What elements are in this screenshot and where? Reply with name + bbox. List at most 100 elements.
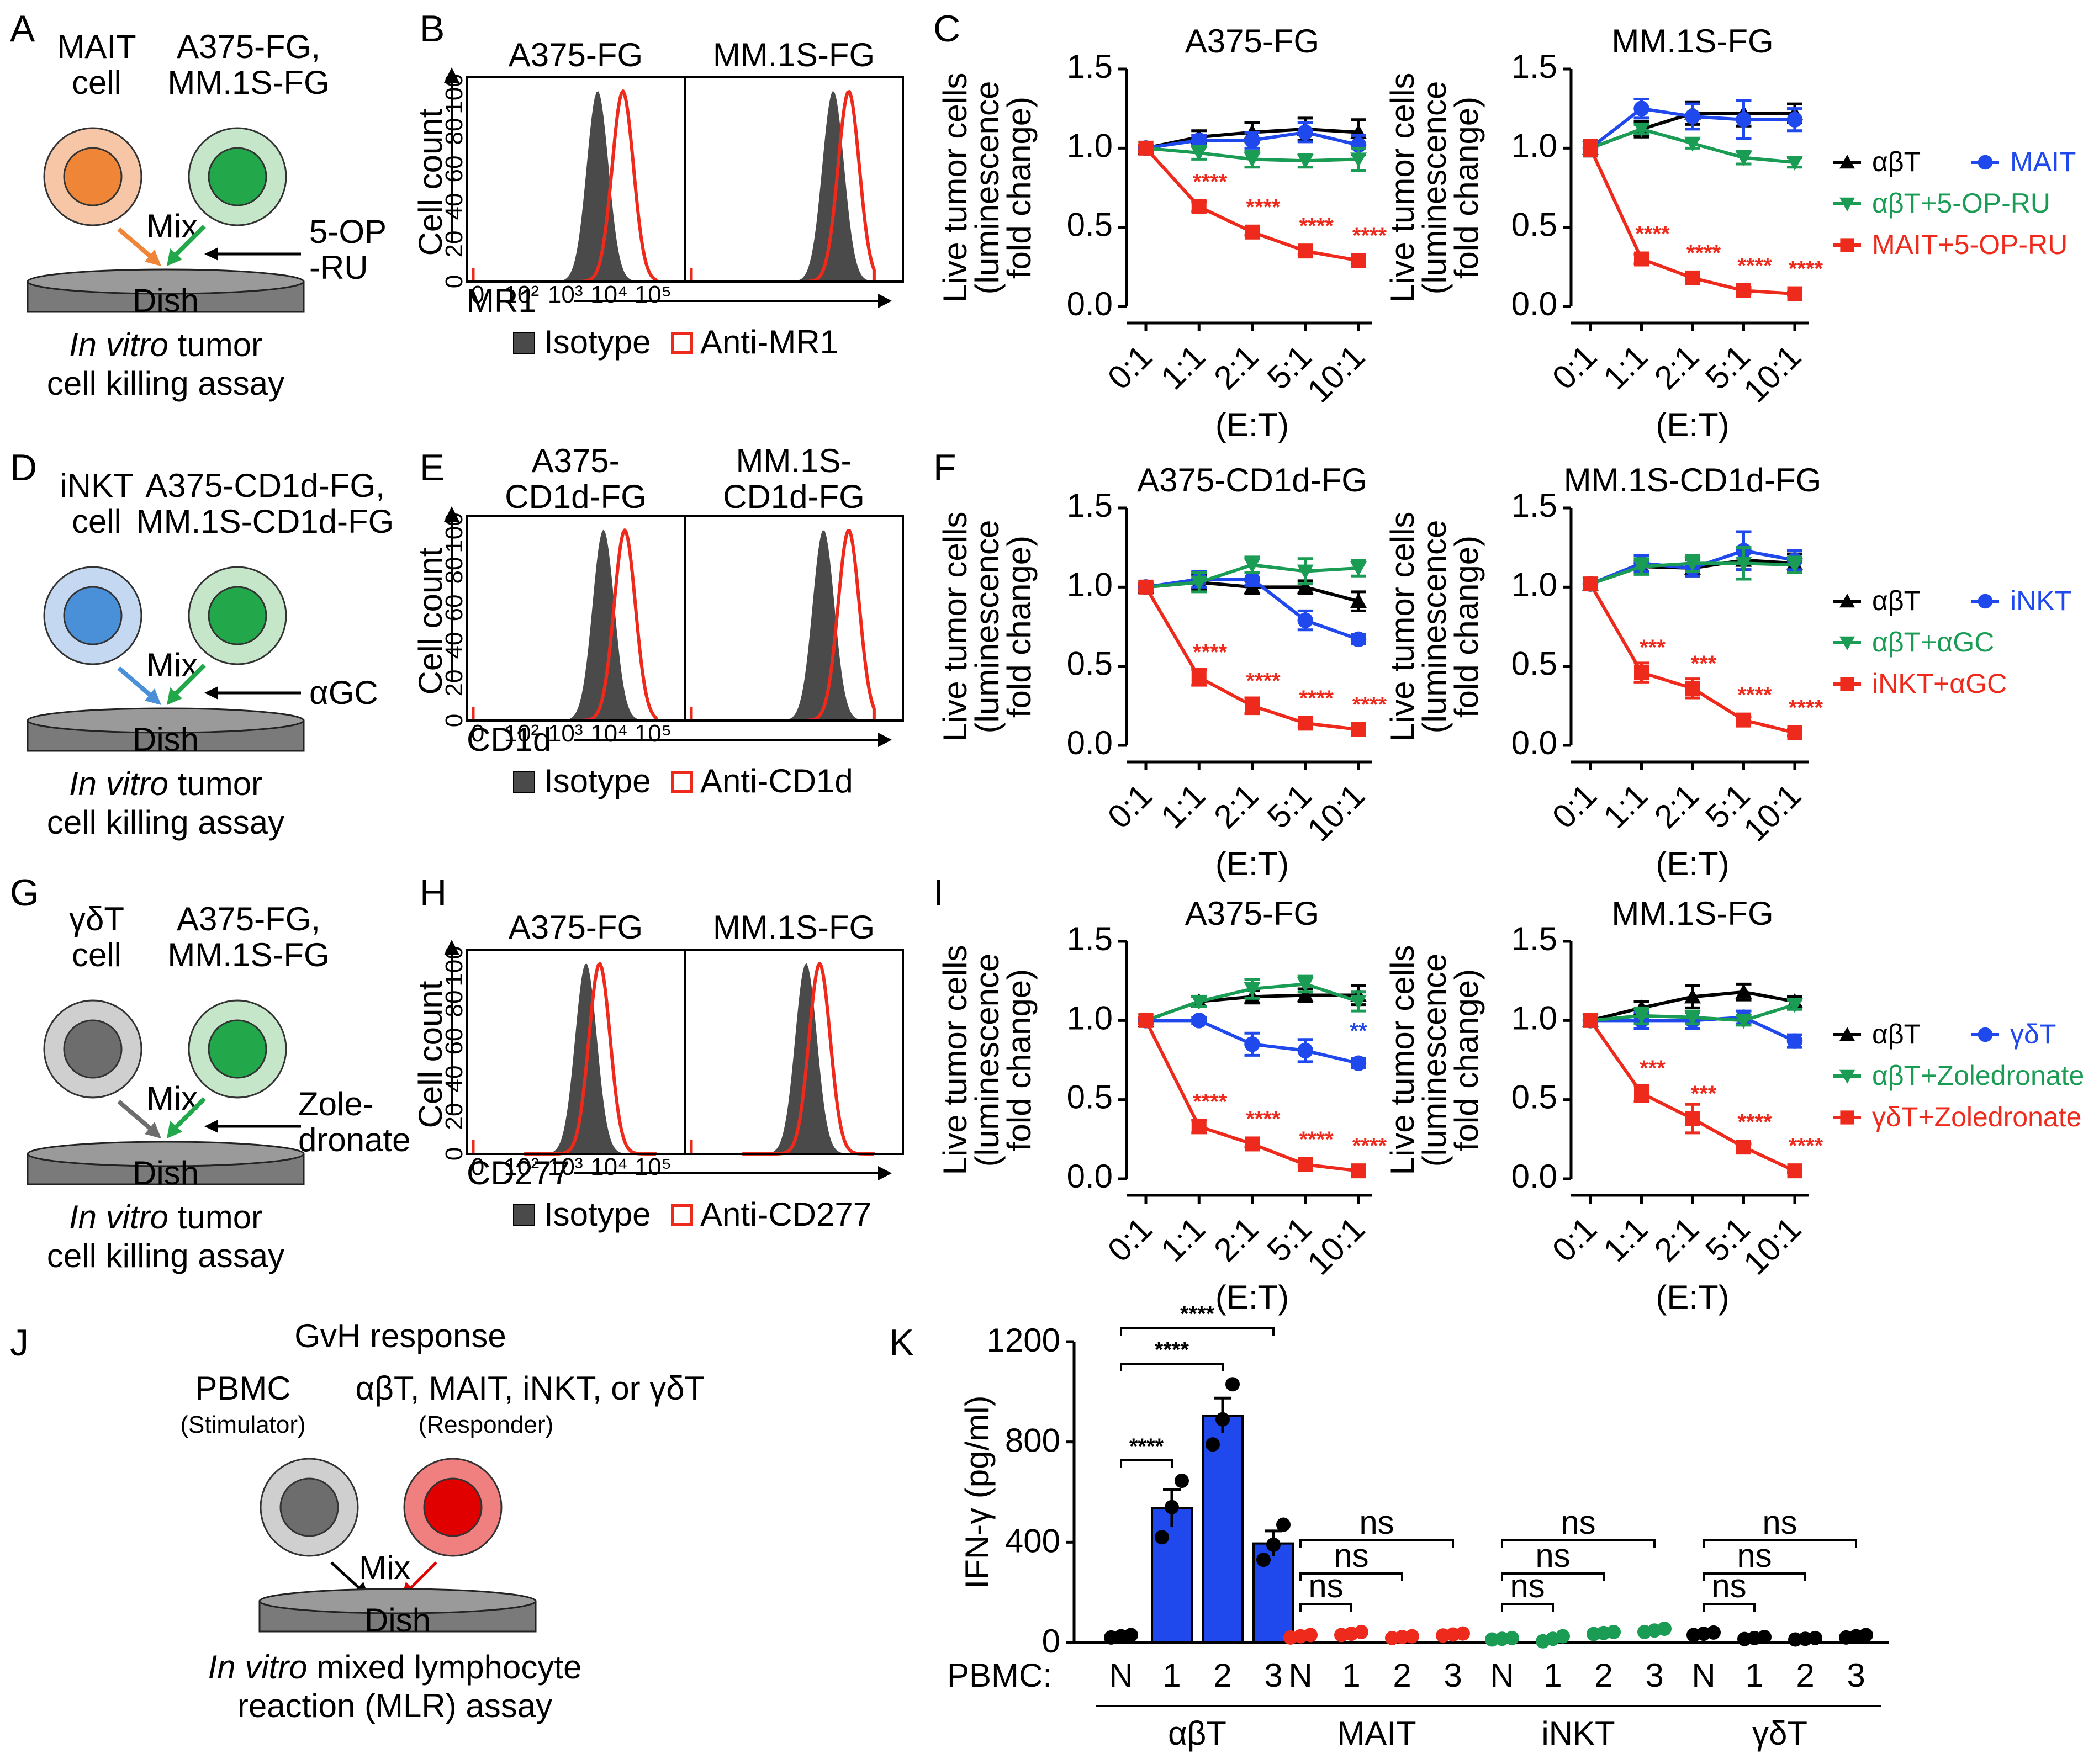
- legend-marker: [1839, 594, 1855, 608]
- data-point: [1244, 571, 1260, 587]
- data-point: [1191, 146, 1208, 161]
- histogram-ytick: 80: [441, 118, 468, 145]
- isotype-histogram: [524, 963, 657, 1154]
- chart-ylabel: Live tumor cells: [937, 512, 974, 742]
- y-tick-label: 0.5: [1511, 645, 1557, 682]
- target-cell-nucleus: [208, 147, 267, 206]
- histogram-title: CD1d-FG: [505, 478, 647, 515]
- data-point: [1405, 1629, 1419, 1644]
- data-point: [1191, 575, 1208, 591]
- data-point: [1350, 593, 1367, 608]
- data-point: [1297, 612, 1313, 628]
- comparison-label: ****: [1155, 1338, 1189, 1362]
- x-axis-title: (E:T): [1215, 406, 1289, 443]
- assay-line1: tumor: [168, 765, 262, 802]
- assay-prefix: In vitro: [69, 326, 168, 363]
- histogram-right: [684, 949, 904, 1156]
- y-tick-label: 400: [1005, 1522, 1060, 1559]
- anti-legend-swatch: [671, 1204, 693, 1226]
- x-tick-label: 1: [1745, 1657, 1763, 1694]
- dish-top: [27, 268, 305, 295]
- target-arrowhead: [167, 687, 182, 705]
- data-point: [1191, 132, 1207, 149]
- data-point: [1303, 1628, 1318, 1643]
- data-point: [1786, 156, 1803, 171]
- histogram-ytick: 60: [441, 156, 468, 183]
- legend-marker: [1839, 636, 1855, 650]
- effector-arrowhead: [145, 250, 161, 266]
- data-point: [1298, 716, 1313, 731]
- significance-label: ****: [1193, 169, 1228, 194]
- significance-label: ****: [1246, 195, 1281, 219]
- chart-ylabel: fold change): [1001, 97, 1038, 279]
- histogram-xtick: 10²: [504, 720, 540, 747]
- line-chart-c-left: A375-FG Live tumor cells(luminescencefold…: [937, 23, 1387, 443]
- legend-marker: [1840, 677, 1854, 691]
- assay-caption-line2: cell killing assay: [47, 365, 284, 402]
- histogram-title: A375-FG: [509, 909, 643, 946]
- group-label: γδT: [1752, 1715, 1807, 1752]
- chart-ylabel: (luminescence: [1416, 953, 1453, 1167]
- series-3: [1583, 1013, 1802, 1179]
- isotype-legend-label: Isotype: [544, 1196, 651, 1233]
- panel-letter-d: D: [10, 447, 37, 489]
- chart-ylabel: Live tumor cells: [1384, 73, 1421, 303]
- histogram-yarrowhead: [444, 940, 459, 955]
- data-point: [1684, 1010, 1701, 1026]
- panel-letter-c: C: [933, 8, 960, 50]
- x-tick-label: 3: [1847, 1657, 1865, 1694]
- data-point: [1191, 670, 1207, 685]
- y-tick-label: 800: [1005, 1422, 1060, 1459]
- comparison-bracket: ****: [1120, 1338, 1224, 1371]
- histogram-xtick: 10²: [504, 1153, 540, 1180]
- x-tick-label: 10:1: [1736, 777, 1808, 849]
- agent-arrowhead: [204, 686, 218, 700]
- data-point: [1685, 270, 1700, 285]
- data-point: [1175, 1474, 1189, 1488]
- comparison-bracket: ns: [1299, 1504, 1454, 1548]
- data-point: [1606, 1624, 1621, 1639]
- histogram-title: CD1d-FG: [723, 478, 865, 515]
- isotype-legend-swatch: [513, 332, 535, 354]
- histogram-ytick: 40: [441, 193, 468, 220]
- data-point: [1297, 579, 1314, 594]
- significance-label: ***: [1640, 635, 1666, 660]
- data-point: [1206, 1437, 1220, 1452]
- x-tick-label: 3: [1444, 1657, 1462, 1694]
- legend-marker: [1839, 155, 1855, 169]
- y-tick-label: 0: [1042, 1623, 1060, 1660]
- target-label: A375-FG,: [177, 28, 320, 65]
- significance-label: ****: [1352, 692, 1387, 717]
- data-point: [1786, 1033, 1803, 1049]
- assay-caption-line2: cell killing assay: [47, 1237, 284, 1274]
- significance-label: ****: [1737, 1110, 1772, 1135]
- panel-letter-a: A: [10, 8, 35, 50]
- comparison-label: ns: [1535, 1537, 1570, 1574]
- histogram-ytick: 100: [441, 73, 468, 114]
- x-tick-label: N: [1691, 1657, 1715, 1694]
- series-2: [1582, 122, 1803, 171]
- x-tick-label: 0:1: [1545, 1210, 1604, 1269]
- isotype-legend-label: Isotype: [544, 324, 651, 361]
- x-tick-label: N: [1109, 1657, 1133, 1694]
- stimulator-label: PBMC: [195, 1370, 290, 1407]
- y-tick-label: 0.5: [1511, 206, 1557, 243]
- line-chart-f-right: MM.1S-CD1d-FG Live tumor cells(luminescen…: [1384, 462, 1823, 882]
- gvh-title: GvH response: [294, 1317, 506, 1354]
- y-tick-label: 1.0: [1067, 127, 1113, 164]
- data-point: [1736, 283, 1751, 298]
- comparison-bracket: ns: [1299, 1537, 1403, 1581]
- x-tick-label: 10:1: [1736, 1210, 1808, 1282]
- panel-letter-i: I: [933, 872, 944, 914]
- significance-label: ****: [1299, 1127, 1334, 1152]
- bar: [1151, 1507, 1193, 1644]
- data-point: [1684, 557, 1701, 572]
- isotype-legend-label: Isotype: [544, 762, 651, 799]
- line-chart-i-left: A375-FG Live tumor cells(luminescencefold…: [937, 895, 1387, 1316]
- chart-ylabel: (luminescence: [969, 520, 1006, 734]
- chart-ylabel: fold change): [1001, 969, 1038, 1151]
- data-point: [1155, 1530, 1169, 1545]
- significance-label: **: [1350, 1019, 1367, 1043]
- bracket-line: [1703, 1572, 1806, 1581]
